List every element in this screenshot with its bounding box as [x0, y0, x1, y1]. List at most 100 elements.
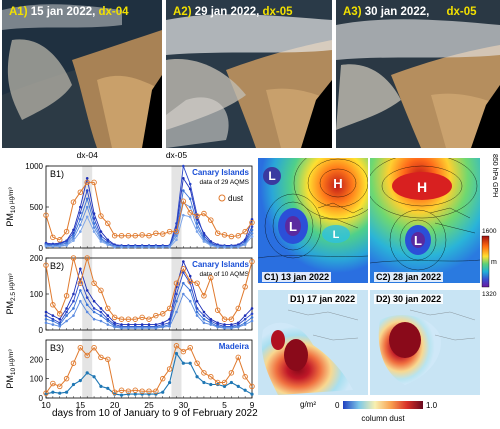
- legend-dust-marker: [218, 194, 226, 202]
- station-point: [195, 226, 199, 229]
- station-point: [147, 326, 151, 330]
- map-d2-column-dust: [370, 290, 480, 395]
- satellite-a2-label: A2) 29 jan 2022, dx-05: [173, 6, 293, 18]
- station-point: [120, 326, 123, 330]
- dust-point: [166, 305, 173, 312]
- satellite-a1-label: A1) 15 jan 2022, dx-04: [9, 6, 129, 18]
- station-point: [79, 211, 82, 215]
- y-tick-label: 500: [30, 203, 44, 212]
- dust-point: [221, 232, 228, 238]
- dust-point: [77, 344, 84, 351]
- dust-point: [208, 275, 214, 281]
- station-point: [243, 243, 247, 247]
- station-point: [85, 189, 89, 192]
- station-point: [168, 245, 171, 249]
- station-point: [99, 240, 103, 243]
- station-point: [65, 390, 69, 394]
- station-point: [92, 299, 96, 303]
- map-date: 13 jan 2022: [281, 272, 330, 282]
- panel-b3-pm10-madeira: 0 100 200 PM10 µg/m³ B3) Madeira: [5, 339, 255, 403]
- x-tick-label: 20: [110, 400, 120, 410]
- satellite-image-a1: A1) 15 jan 2022, dx-04: [2, 0, 162, 148]
- dust-point: [208, 217, 214, 223]
- station-point: [65, 314, 68, 317]
- dust-point: [56, 237, 63, 243]
- dust-point: [180, 266, 187, 272]
- dust-point: [50, 234, 56, 241]
- dust-point: [194, 360, 200, 366]
- y-tick-label: 1000: [25, 162, 43, 171]
- dust-point: [111, 232, 118, 239]
- station-point: [72, 314, 75, 317]
- dust-point: [242, 373, 248, 380]
- dust-series: [45, 344, 253, 394]
- dust-point: [84, 255, 90, 261]
- station-point: [65, 244, 68, 247]
- station-point: [188, 182, 192, 186]
- dust-point: [153, 230, 159, 236]
- station-point: [133, 323, 137, 326]
- map-d1-column-dust: [258, 290, 368, 395]
- dust-point: [77, 189, 84, 195]
- station-point: [250, 225, 254, 228]
- station-point: [113, 321, 116, 325]
- map-date: 17 jan 2022: [307, 294, 356, 304]
- station-point: [79, 218, 82, 221]
- station-point: [51, 245, 55, 248]
- satellite-image-a3: A3) 30 jan 2022, dx-05: [336, 0, 500, 148]
- pressure-label-l: L: [268, 169, 275, 183]
- station-point: [51, 317, 55, 321]
- station-point: [195, 222, 199, 225]
- dust-point: [194, 280, 200, 286]
- dust-point: [132, 232, 139, 239]
- station-point: [250, 312, 254, 316]
- dust-point: [111, 389, 118, 395]
- dust-colorbar-unit: g/m²: [300, 400, 316, 409]
- station-point: [147, 245, 151, 249]
- station-point: [175, 222, 178, 225]
- station-point: [51, 323, 55, 326]
- station-point: [58, 317, 62, 321]
- dust-colorbar-min: 0: [335, 401, 340, 410]
- station-point: [175, 299, 178, 303]
- dust-point: [153, 388, 159, 394]
- station-point: [120, 245, 123, 249]
- map-id: D1): [290, 294, 305, 304]
- dust-point: [43, 212, 49, 218]
- station-point: [161, 245, 165, 249]
- station-point: [250, 316, 254, 319]
- dust-point: [159, 231, 166, 237]
- station-point: [188, 197, 192, 201]
- station-point: [243, 388, 247, 392]
- panel-id: B1): [50, 169, 64, 179]
- dust-point: [63, 228, 70, 235]
- station-point: [175, 292, 178, 296]
- y-tick-label: 200: [30, 355, 44, 364]
- map-id: D2): [376, 294, 391, 304]
- station-point: [202, 321, 206, 325]
- dust-point: [98, 287, 104, 294]
- dust-point: [125, 388, 132, 394]
- station-point: [168, 325, 171, 328]
- station-point: [51, 319, 55, 323]
- pressure-label-l: L: [333, 229, 340, 241]
- x-axis-label: days from 10 of January to 9 of February…: [52, 408, 258, 419]
- station-point: [85, 197, 89, 201]
- station-point: [85, 303, 89, 307]
- dust-point: [132, 387, 139, 394]
- station-point: [182, 213, 185, 217]
- dust-event-tag: dx-04: [98, 6, 129, 18]
- dust-point: [201, 210, 207, 217]
- station-point: [243, 321, 247, 325]
- dust-point: [173, 280, 180, 286]
- map-c2-geopotential: H L: [370, 158, 480, 283]
- dust-colorbar-label: column dust: [361, 414, 405, 423]
- dust-series: [45, 181, 253, 241]
- station-point: [195, 230, 199, 233]
- station-point: [202, 317, 206, 321]
- station-point: [133, 245, 137, 249]
- panel-id: B3): [50, 343, 64, 353]
- station-point: [243, 314, 247, 317]
- dust-point: [180, 198, 187, 205]
- station-point: [236, 321, 240, 325]
